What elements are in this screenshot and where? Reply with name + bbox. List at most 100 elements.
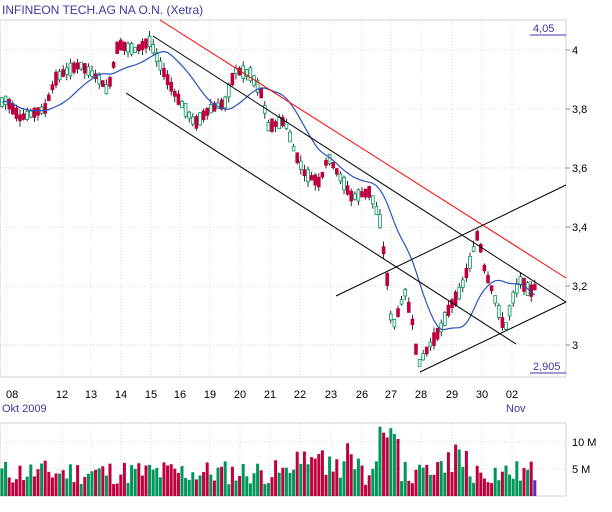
volume-bar (50, 477, 54, 496)
volume-bar (338, 477, 342, 496)
candle-body (90, 70, 94, 77)
volume-bar (144, 465, 148, 496)
candle-body (342, 177, 346, 191)
candle-body (302, 169, 307, 177)
candle-body (432, 332, 436, 346)
volume-bar (299, 463, 303, 496)
volume-bar (266, 483, 270, 496)
candle-body (320, 172, 325, 178)
volume-bar (490, 483, 494, 496)
volume-bar (122, 462, 126, 496)
volume-bar (133, 468, 137, 496)
volume-bar (22, 480, 26, 496)
candle-body (453, 291, 458, 306)
volume-bar (205, 462, 209, 496)
candle-body (259, 87, 263, 99)
candle-body (129, 43, 134, 55)
volume-bar (288, 473, 292, 496)
volume-bar (511, 478, 515, 496)
candle-body (83, 63, 87, 74)
volume-bar (241, 463, 245, 496)
volume-bar (101, 466, 105, 496)
candle-body (162, 68, 166, 78)
volume-bar (446, 452, 450, 496)
volume-bar (454, 444, 458, 496)
volume-bar (83, 476, 87, 496)
volume-bar (529, 461, 533, 496)
volume-bar (76, 465, 80, 496)
candle-body (61, 69, 65, 77)
candle-body (331, 162, 335, 169)
candle-body (190, 116, 195, 125)
volume-bar (353, 469, 357, 496)
volume-bar (202, 472, 206, 496)
channel-upper-line (152, 35, 567, 303)
candle-body (226, 84, 231, 98)
candle-body (147, 35, 152, 47)
volume-bar (364, 484, 368, 496)
candle-body (515, 283, 519, 294)
volume-bar (324, 474, 328, 496)
volume-bar (500, 471, 504, 496)
volume-bar (47, 471, 51, 496)
x-tick-label: 21 (264, 389, 276, 401)
candle-body (126, 42, 130, 53)
volume-bar (317, 454, 321, 496)
candle-body (482, 264, 487, 272)
volume-bar (148, 464, 152, 496)
volume-bar (274, 460, 278, 496)
candlesticks (0, 30, 537, 367)
volume-bar (292, 469, 296, 496)
volume-bar (428, 474, 432, 496)
y-tick-label: 3,6 (572, 163, 587, 175)
y-tick-label: 4 (572, 45, 578, 57)
volume-bar (119, 474, 123, 496)
candle-body (262, 105, 267, 114)
candle-body (18, 114, 22, 122)
volume-bar (400, 481, 404, 496)
volume-bar (396, 438, 400, 496)
volume-bar (468, 476, 472, 496)
volume-bar (68, 464, 72, 496)
candle-body (280, 116, 285, 127)
candle-body (295, 152, 299, 164)
volume-bar (450, 472, 454, 496)
candle-body (122, 41, 127, 52)
volume-bar (464, 450, 468, 496)
candle-body (406, 301, 411, 313)
candle-body (255, 80, 260, 93)
candle-body (25, 110, 29, 120)
candle-body (101, 80, 105, 87)
candle-body (313, 174, 317, 186)
x-tick-label: 28 (415, 389, 427, 401)
candle-body (460, 279, 465, 288)
candle-body (363, 188, 368, 198)
low-label: 2,905 (533, 361, 561, 373)
volume-bar (97, 468, 101, 496)
volume-bar (32, 476, 36, 496)
candle-body (385, 273, 389, 286)
volume-bar (421, 467, 425, 496)
candle-body (471, 246, 476, 252)
candle-body (410, 318, 415, 326)
volume-bar (403, 461, 407, 496)
candle-body (374, 205, 379, 215)
volume-bar (115, 483, 119, 496)
volume-bar (216, 467, 220, 496)
candle-body (439, 322, 443, 333)
volume-bar (108, 463, 112, 496)
candle-body (176, 93, 181, 105)
volume-bar (439, 461, 443, 496)
volume-bar (227, 484, 231, 496)
candle-body (97, 73, 102, 85)
volume-bar (61, 470, 65, 496)
candle-body (291, 146, 296, 152)
volume-bar (493, 467, 497, 496)
candle-body (273, 121, 278, 127)
x-tick-label: 20 (234, 389, 246, 401)
candle-body (119, 39, 123, 51)
volume-bar (263, 484, 267, 496)
volume-bar (90, 471, 94, 496)
volume-tick-label: 10 M (572, 437, 596, 449)
volume-bar (526, 469, 530, 496)
